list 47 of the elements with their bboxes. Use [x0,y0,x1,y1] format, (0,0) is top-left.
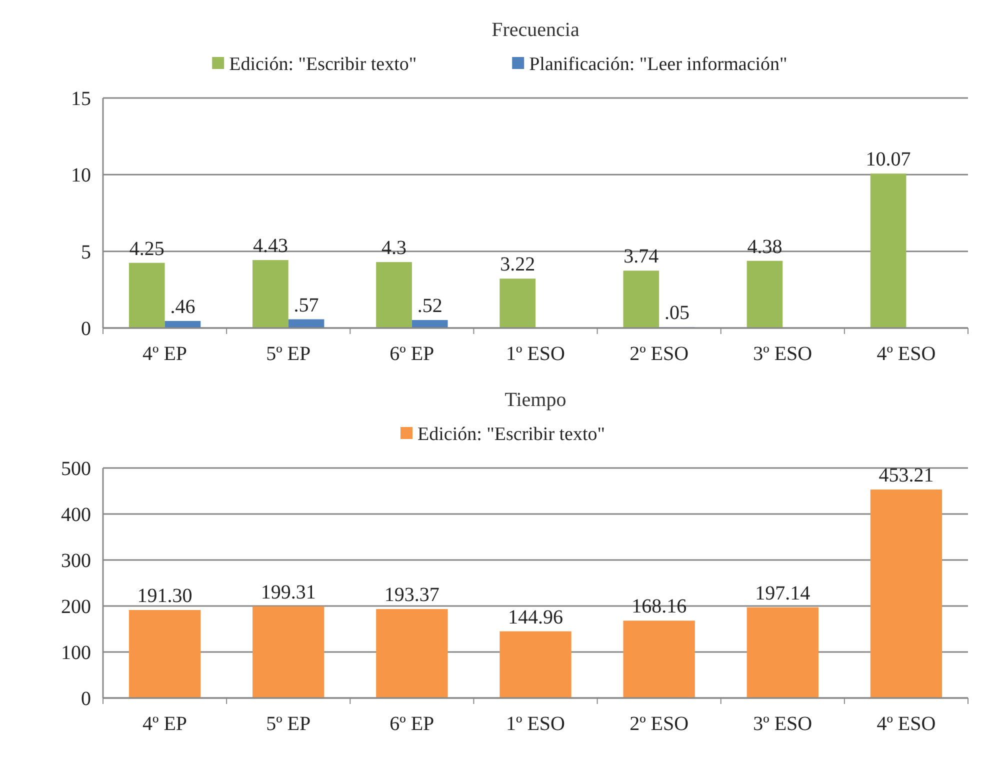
x-tick-label: 4º ESO [876,713,936,735]
data-label: 191.30 [137,585,192,607]
data-label: 4.3 [382,237,407,260]
y-tick-label: 300 [61,550,91,572]
data-label: .52 [417,295,442,318]
y-tick-label: 100 [61,642,91,664]
legend-label: Edición: "Escribir texto" [418,424,606,445]
data-label: 168.16 [632,596,687,618]
x-tick-label: 4º EP [142,343,188,365]
x-tick-label: 6º EP [390,343,434,365]
data-label: 144.96 [508,606,563,628]
y-tick-label: 15 [71,88,91,110]
data-label: 10.07 [866,148,911,171]
y-tick-label: 400 [61,504,91,526]
x-tick-label: 5º EP [266,713,311,735]
y-tick-label: 0 [81,688,91,710]
x-tick-label: 3º ESO [753,713,812,735]
data-label: 193.37 [384,584,440,606]
y-tick-label: 5 [81,241,91,264]
x-tick-label: 4º EP [142,713,188,735]
y-tick-label: 500 [61,458,91,480]
data-label: 4.38 [747,236,782,258]
chart-title: Tiempo [504,389,566,411]
legend-label: Planificación: "Leer información" [529,54,788,75]
chart-title: Frecuencia [492,19,580,41]
y-tick-label: 10 [71,164,91,187]
x-tick-label: 4º ESO [876,343,936,365]
data-label: .05 [664,302,690,324]
data-label: 453.21 [878,464,934,487]
y-tick-label: 200 [61,596,91,618]
x-tick-label: 2º ESO [630,343,689,365]
data-label: 4.43 [252,235,288,258]
data-label: 4.25 [129,238,164,260]
data-label: 199.31 [260,581,316,604]
x-tick-label: 1º ESO [506,713,565,735]
data-label: .57 [294,294,319,316]
x-tick-label: 6º EP [390,713,434,735]
data-label: .46 [170,296,196,318]
data-label: 3.74 [624,246,659,268]
y-tick-label: 0 [81,318,91,340]
x-tick-label: 5º EP [266,343,311,365]
data-label: 3.22 [500,254,536,276]
x-tick-label: 2º ESO [630,713,689,735]
data-label: 197.14 [755,582,810,604]
x-tick-label: 3º ESO [753,343,812,365]
x-tick-label: 1º ESO [506,343,565,365]
legend-label: Edición: "Escribir texto" [229,54,417,75]
